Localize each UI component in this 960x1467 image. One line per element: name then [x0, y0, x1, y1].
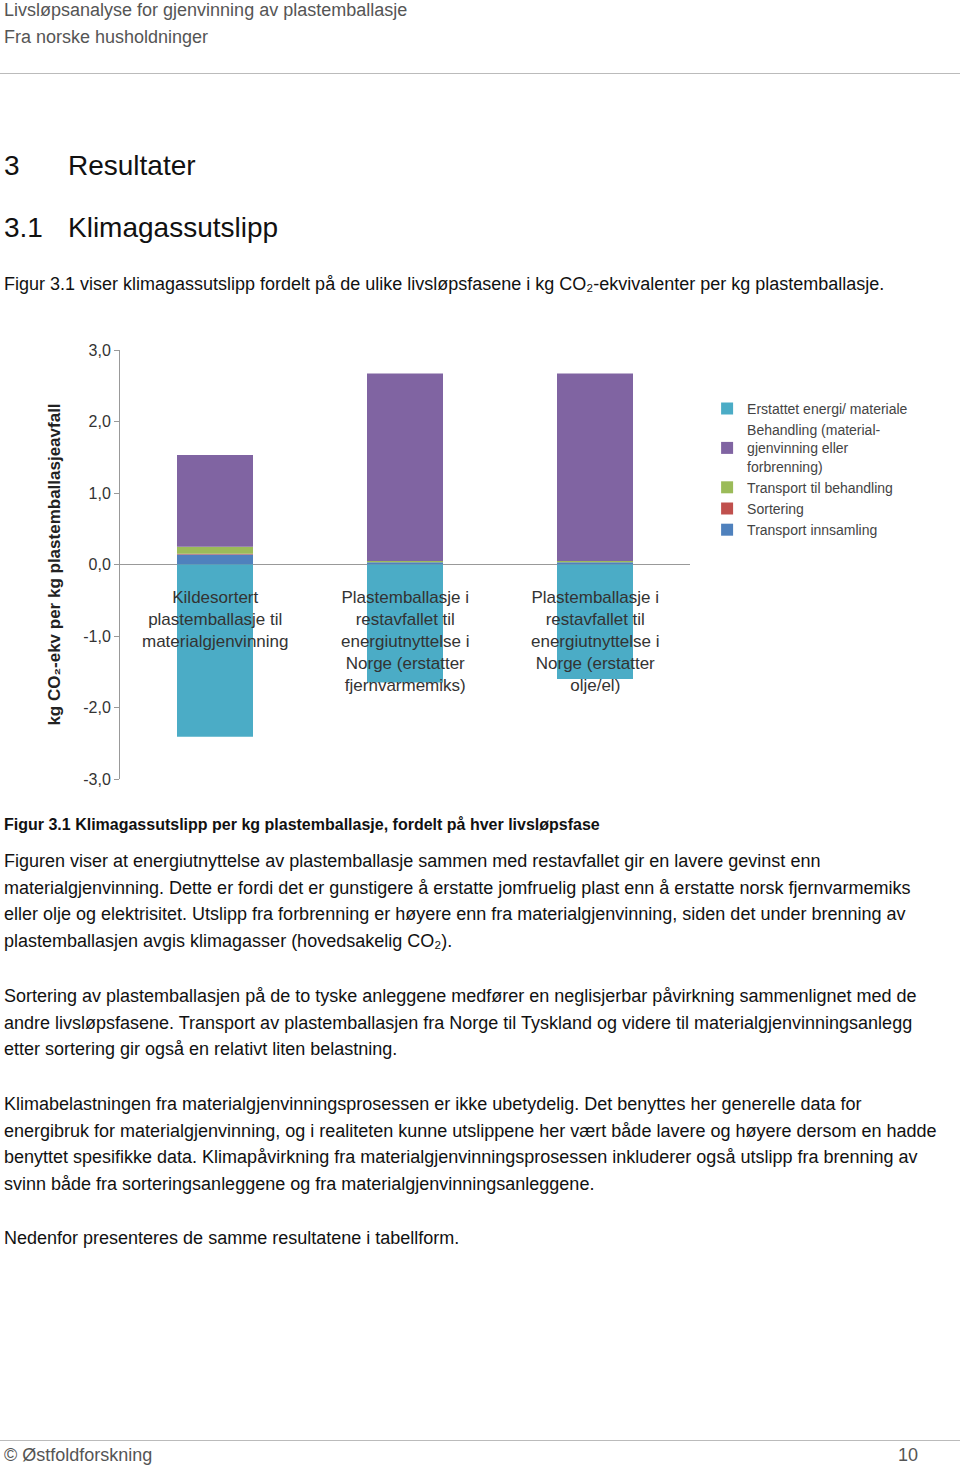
svg-text:2,0: 2,0	[89, 413, 111, 430]
html-text:10: 10	[898, 1445, 918, 1465]
svg-text:-3,0: -3,0	[83, 771, 111, 788]
svg-text:Behandling (material-gjenvinni: Behandling (material-gjenvinning ellerfo…	[747, 422, 880, 474]
svg-text:-2,0: -2,0	[83, 699, 111, 716]
html-text:Klimabelastningen fra material: Klimabelastningen fra materialgjenvinnin…	[4, 1094, 937, 1194]
html-text:3: 3	[4, 150, 20, 181]
svg-text:Kildesortertplastemballasje ti: Kildesortertplastemballasje tilmaterialg…	[142, 588, 288, 651]
html-text:Sortering av plastemballasjen: Sortering av plastemballasjen på de to t…	[4, 986, 917, 1059]
html-text:Fra norske husholdninger: Fra norske husholdninger	[4, 27, 209, 47]
svg-text:Sortering: Sortering	[747, 501, 804, 517]
svg-text:Plastemballasje irestavfallet: Plastemballasje irestavfallet tilenergiu…	[341, 588, 470, 695]
svg-text:Transport innsamling: Transport innsamling	[747, 522, 877, 538]
html-text:Figuren viser at energiutnytte: Figuren viser at energiutnyttelse av pla…	[4, 851, 911, 951]
svg-text:3,0: 3,0	[89, 342, 111, 359]
svg-text:Erstattet energi/ materiale: Erstattet energi/ materiale	[747, 401, 908, 417]
html-text:Klimagassutslipp: Klimagassutslipp	[68, 212, 279, 243]
html-text:Resultater: Resultater	[68, 150, 196, 181]
svg-text:-1,0: -1,0	[83, 628, 111, 645]
html-text:Figur 3.1 viser klimagassutsli: Figur 3.1 viser klimagassutslipp fordelt…	[4, 274, 885, 294]
html-text:Figur 3.1 Klimagassutslipp per: Figur 3.1 Klimagassutslipp per kg plaste…	[4, 816, 600, 833]
svg-text:0,0: 0,0	[89, 556, 111, 573]
svg-text:kg CO₂-ekv per kg plastemballa: kg CO₂-ekv per kg plastemballasjeavfall	[45, 403, 64, 725]
svg-text:Plastemballasje irestavfallet: Plastemballasje irestavfallet tilenergiu…	[531, 588, 660, 695]
html-text:3.1: 3.1	[4, 212, 43, 243]
html-text:© Østfoldforskning: © Østfoldforskning	[4, 1445, 153, 1465]
svg-text:1,0: 1,0	[89, 485, 111, 502]
svg-text:Transport til behandling: Transport til behandling	[747, 480, 893, 496]
html-text:Nedenfor presenteres de samme: Nedenfor presenteres de samme resultaten…	[4, 1228, 460, 1248]
html-text:Livsløpsanalyse for gjenvinnin: Livsløpsanalyse for gjenvinning av plast…	[4, 0, 408, 20]
